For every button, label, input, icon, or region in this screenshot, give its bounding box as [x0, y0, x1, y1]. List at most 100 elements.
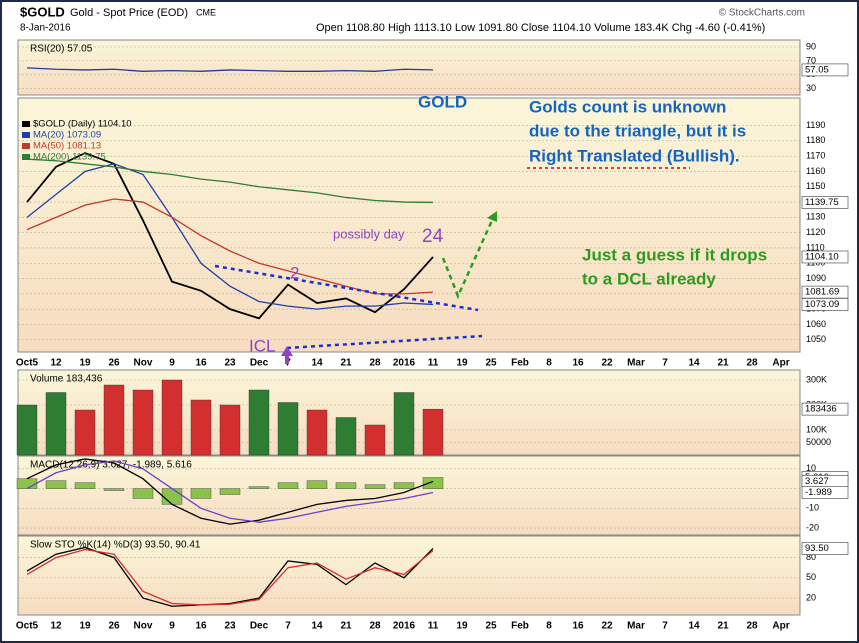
x-tick-label: Dec [250, 358, 269, 369]
x-tick-label: 28 [746, 621, 758, 632]
series-line [26, 548, 434, 606]
bar [248, 389, 270, 456]
x-tick-label: 16 [572, 358, 584, 369]
x-tick-label: 22 [601, 358, 613, 369]
x-tick-label: 26 [108, 358, 120, 369]
value-tag-box [801, 63, 849, 77]
x-tick-label: 23 [224, 358, 236, 369]
annotation: Just a guess if it drops [582, 245, 767, 264]
x-tick-label: 14 [311, 621, 323, 632]
ohlc: Open 1108.80 High 1113.10 Low 1091.80 Cl… [316, 22, 765, 34]
bar [422, 477, 444, 489]
legend-label: MA(50) 1081.13 [33, 141, 101, 152]
y-tick-label: 100K [806, 424, 827, 434]
annotation: 24 [422, 226, 444, 247]
bar [103, 384, 125, 456]
y-tick-label: 1050 [806, 334, 826, 344]
x-tick-label: 25 [485, 358, 497, 369]
panel-bg [17, 39, 801, 96]
guess-arrow [441, 215, 496, 300]
description: Gold - Spot Price (EOD) [70, 7, 188, 19]
y-tick-label: 1130 [806, 212, 825, 222]
x-tick-label: 16 [195, 358, 207, 369]
legend-label: MA(200) 1139.75 [33, 152, 106, 163]
x-tick-label: 25 [485, 621, 497, 632]
trendline [286, 334, 483, 350]
bar [132, 389, 154, 456]
y-tick-label: 1120 [806, 227, 825, 237]
x-tick-label: 28 [746, 358, 758, 369]
y-tick-label: 1160 [806, 166, 825, 176]
annotation: Golds count is unknown [529, 97, 726, 116]
y-tick-label: 50 [806, 572, 816, 582]
x-tick-label: 2016 [393, 358, 416, 369]
value-tag-box [801, 196, 849, 209]
bar [277, 402, 299, 456]
x-tick-label: 16 [195, 621, 207, 632]
x-tick-label: Apr [772, 621, 789, 632]
panel-title: MACD(12,26,9) 3.627, -1.989, 5.616 [30, 460, 192, 471]
panel-title: Slow STO %K(14) %D(3) 93.50, 90.41 [30, 540, 201, 551]
y-tick-label: 1150 [806, 181, 825, 191]
bar [45, 392, 67, 456]
x-tick-label: 22 [601, 621, 613, 632]
x-tick-label: Mar [627, 358, 645, 369]
x-tick-label: Apr [772, 358, 789, 369]
bar [248, 486, 270, 489]
copyright: © StockCharts.com [719, 8, 805, 19]
y-tick-label: 90 [806, 41, 816, 51]
bar [16, 478, 38, 489]
bar [161, 488, 183, 505]
x-tick-label: 7 [285, 621, 291, 632]
value-tag: 183436 [805, 404, 837, 415]
x-tick-label: Dec [250, 621, 269, 632]
bar [190, 488, 212, 499]
y-tick-label: 1170 [806, 151, 825, 161]
x-tick-label: 14 [688, 621, 700, 632]
x-tick-label: 21 [340, 621, 352, 632]
x-tick-label: 12 [50, 358, 62, 369]
y-tick-label: 50000 [806, 437, 831, 447]
bar [16, 404, 38, 456]
annotation: to a DCL already [582, 269, 716, 288]
annotation: GOLD [418, 92, 467, 111]
y-tick-label: 1060 [806, 319, 826, 329]
panel-title: Volume 183,436 [30, 374, 103, 385]
bar [335, 482, 357, 489]
x-tick-label: 9 [169, 358, 175, 369]
x-tick-label: Nov [134, 358, 153, 369]
date: 8-Jan-2016 [20, 23, 71, 34]
bar [103, 488, 125, 491]
value-tag: 57.05 [805, 64, 829, 75]
series-line [26, 152, 434, 320]
legend-label: MA(20) 1073.09 [33, 130, 101, 141]
x-tick-label: 19 [79, 358, 91, 369]
value-tag: 1081.69 [805, 287, 839, 298]
bar [393, 392, 415, 456]
y-tick-label: 70 [806, 55, 816, 65]
arrow-head [487, 211, 497, 222]
x-tick-label: 9 [169, 621, 175, 632]
x-tick-label: 19 [456, 621, 468, 632]
x-tick-label: 11 [428, 621, 439, 632]
x-tick-label: 14 [688, 358, 700, 369]
bar [219, 404, 241, 456]
x-tick-label: 7 [662, 358, 668, 369]
value-tag-box [801, 486, 849, 499]
x-tick-label: Mar [627, 621, 645, 632]
y-tick-label: 80 [806, 552, 816, 562]
value-tag: 1104.10 [805, 251, 839, 262]
x-tick-label: 21 [717, 358, 729, 369]
legend-swatch [22, 132, 30, 138]
panel-bg [17, 535, 801, 616]
annotation: due to the triangle, but it is [529, 121, 746, 140]
value-tag-box [801, 250, 849, 264]
bar [45, 480, 67, 489]
bar [277, 482, 299, 489]
value-tag: 1073.09 [805, 299, 839, 310]
x-tick-label: Oct5 [16, 358, 39, 369]
series-line [26, 163, 434, 310]
plots: 30507090RSI(20) 57.0557.0510501060107010… [16, 41, 849, 632]
panel-title: RSI(20) 57.05 [30, 44, 93, 55]
value-tag-box [801, 542, 849, 555]
